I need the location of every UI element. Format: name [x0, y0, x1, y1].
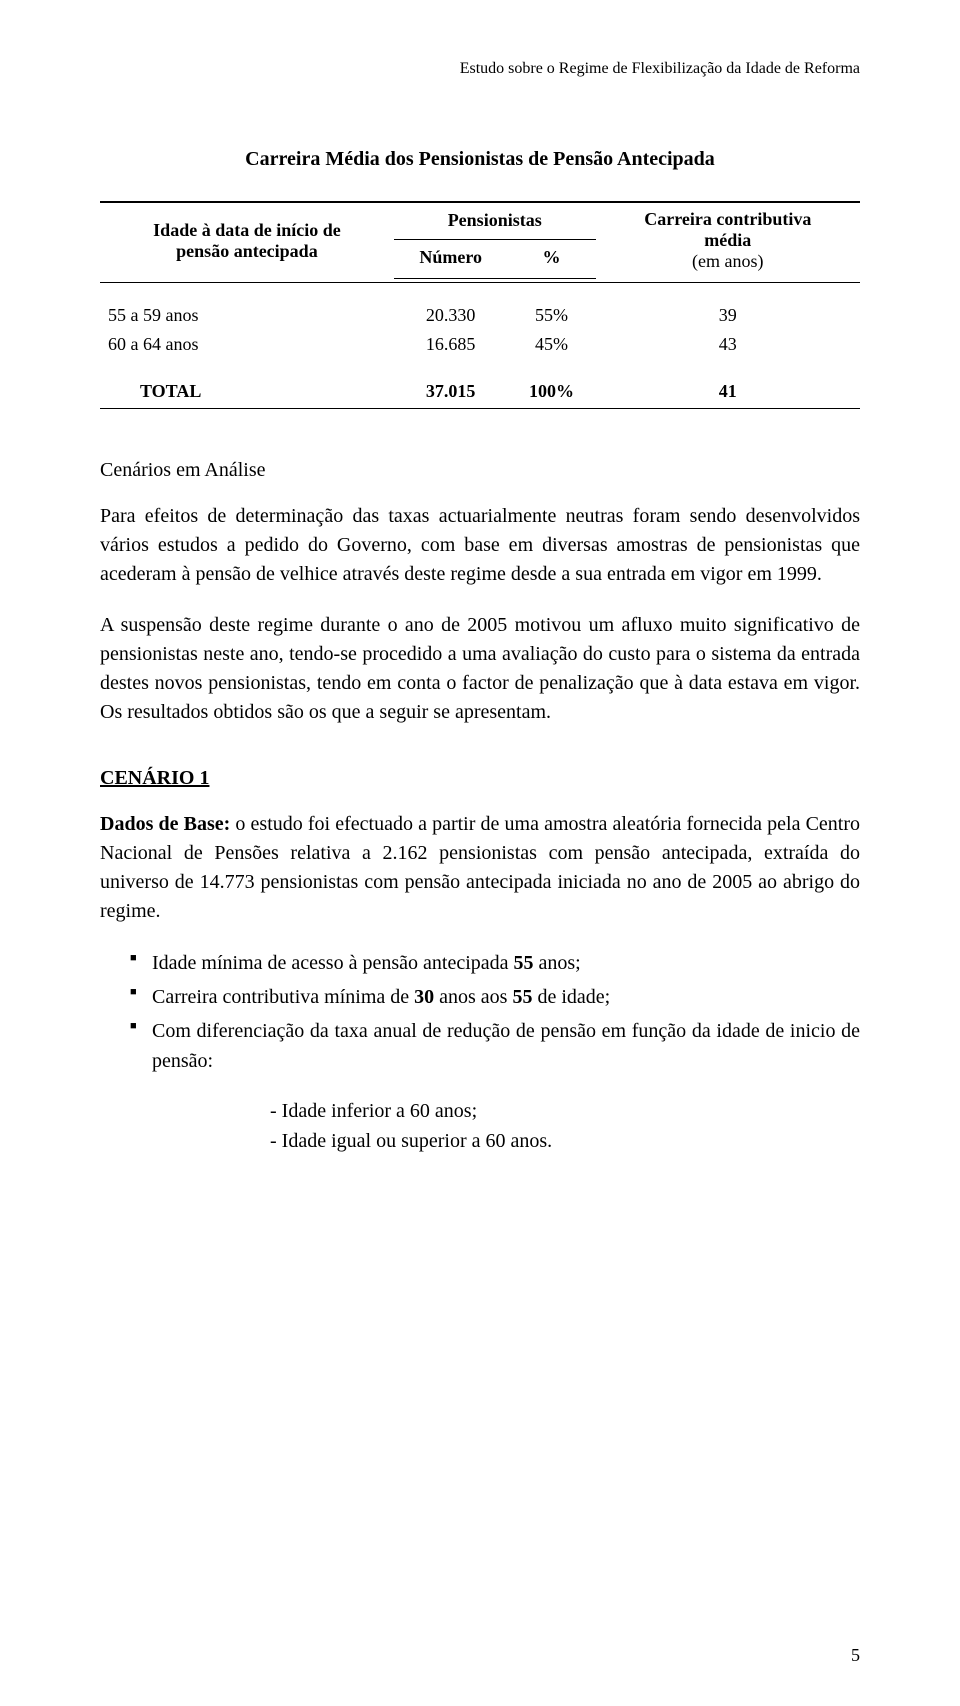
bullet2-mid: anos aos: [434, 986, 512, 1008]
total-label: TOTAL: [100, 377, 394, 406]
bullet1-post: anos;: [534, 952, 581, 974]
paragraph-2: A suspensão deste regime durante o ano d…: [100, 611, 860, 727]
page: Estudo sobre o Regime de Flexibilização …: [0, 0, 960, 1706]
total-numero: 37.015: [394, 377, 508, 406]
list-item: Com diferenciação da taxa anual de reduç…: [130, 1016, 860, 1076]
cell-numero: 16.685: [394, 330, 508, 359]
col-pct: %: [507, 239, 595, 275]
bullet2-bold2: 55: [512, 986, 532, 1008]
col-carreira: Carreira contributiva média (em anos): [596, 202, 860, 278]
paragraph-1: Para efeitos de determinação das taxas a…: [100, 502, 860, 589]
subline-1: - Idade inferior a 60 anos;: [270, 1096, 860, 1126]
running-header: Estudo sobre o Regime de Flexibilização …: [100, 60, 860, 78]
col-carreira-l2: média: [704, 230, 751, 250]
row-header: Idade à data de início de pensão antecip…: [100, 202, 394, 278]
row-header-line2: pensão antecipada: [176, 241, 318, 261]
cell-label: 55 a 59 anos: [100, 301, 394, 330]
col-carreira-l1: Carreira contributiva: [644, 209, 811, 229]
scenario-heading: CENÁRIO 1: [100, 767, 860, 790]
bullet2-pre: Carreira contributiva mínima de: [152, 986, 414, 1008]
bullet-list: Idade mínima de acesso à pensão antecipa…: [100, 948, 860, 1076]
pensionistas-table: Idade à data de início de pensão antecip…: [100, 201, 860, 409]
bullet2-post: de idade;: [532, 986, 610, 1008]
col-pensionistas: Pensionistas: [394, 202, 596, 239]
dados-label: Dados de Base:: [100, 813, 230, 835]
bullet1-bold: 55: [514, 952, 534, 974]
section-heading-cenarios: Cenários em Análise: [100, 459, 860, 482]
subline-2: - Idade igual ou superior a 60 anos.: [270, 1126, 860, 1156]
list-item: Idade mínima de acesso à pensão antecipa…: [130, 948, 860, 978]
cell-numero: 20.330: [394, 301, 508, 330]
dados-de-base: Dados de Base: o estudo foi efectuado a …: [100, 810, 860, 926]
cell-carreira: 39: [596, 301, 860, 330]
cell-pct: 55%: [507, 301, 595, 330]
col-carreira-l3: (em anos): [692, 251, 763, 271]
table-title: Carreira Média dos Pensionistas de Pensã…: [100, 148, 860, 171]
bullet2-bold1: 30: [414, 986, 434, 1008]
bullet1-pre: Idade mínima de acesso à pensão antecipa…: [152, 952, 514, 974]
total-carreira: 41: [596, 377, 860, 406]
table-total-row: TOTAL 37.015 100% 41: [100, 377, 860, 406]
col-numero: Número: [394, 239, 508, 275]
cell-carreira: 43: [596, 330, 860, 359]
sub-lines: - Idade inferior a 60 anos; - Idade igua…: [100, 1096, 860, 1156]
page-number: 5: [851, 1645, 860, 1666]
total-pct: 100%: [507, 377, 595, 406]
list-item: Carreira contributiva mínima de 30 anos …: [130, 982, 860, 1012]
table-row: 55 a 59 anos 20.330 55% 39: [100, 301, 860, 330]
cell-pct: 45%: [507, 330, 595, 359]
row-header-line1: Idade à data de início de: [153, 220, 341, 240]
bullet3: Com diferenciação da taxa anual de reduç…: [152, 1020, 860, 1072]
cell-label: 60 a 64 anos: [100, 330, 394, 359]
table-row: 60 a 64 anos 16.685 45% 43: [100, 330, 860, 359]
